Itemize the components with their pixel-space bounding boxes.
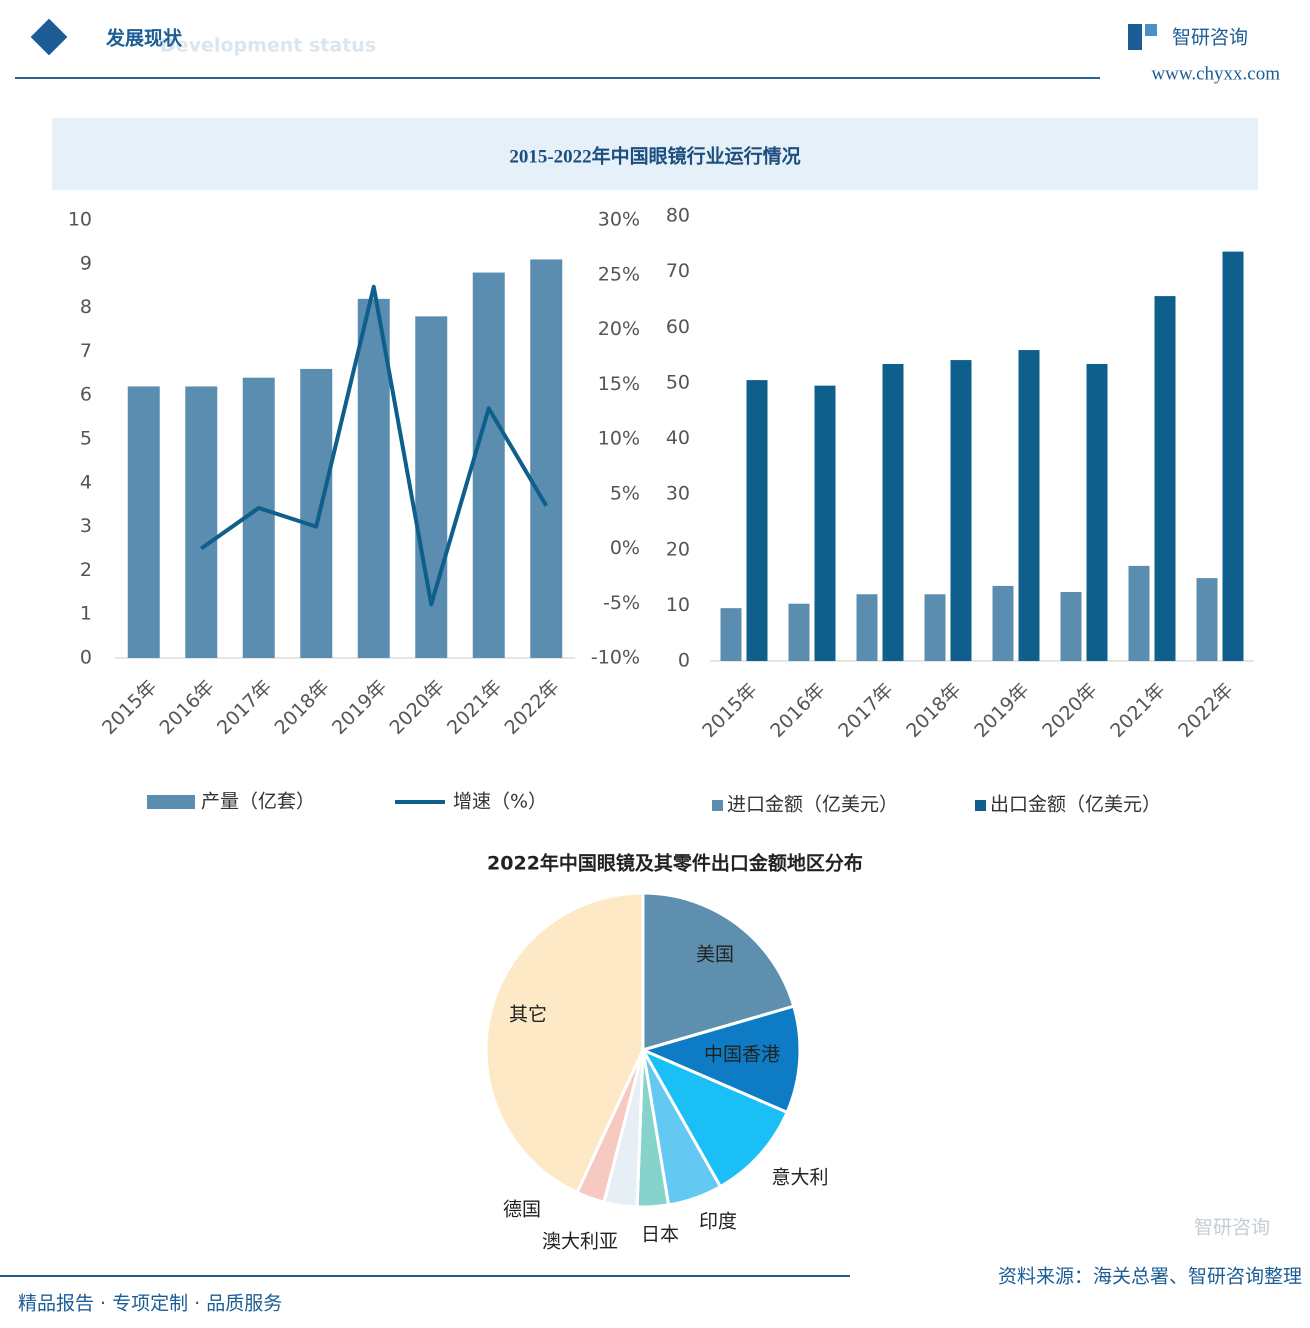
bar [1196,578,1218,661]
y2-tick-label: 25% [598,263,640,285]
pie-slice [484,891,645,1195]
pie-label: 印度 [699,1211,737,1233]
legend-label: 进口金额（亿美元） [727,794,898,816]
bar [788,603,810,661]
y-tick-label: 40 [666,427,690,449]
pie-slice [639,1046,790,1189]
y-tick-label: 30 [666,483,690,505]
legend-swatch [712,800,723,811]
logo-icon [1128,24,1142,50]
y-tick-label: 0 [80,647,92,669]
y-tick-label: 7 [80,340,92,362]
pie-label: 日本 [641,1224,679,1246]
legend-swatch [147,795,195,809]
bar [1018,350,1040,661]
bar [1086,363,1108,661]
pie-slice [641,891,796,1052]
section-title: 2015-2022年中国眼镜行业运行情况 [509,144,800,167]
bar [1128,565,1150,661]
bar [127,386,160,658]
pie-title: 2022年中国眼镜及其零件出口金额地区分布 [487,852,863,875]
bar [472,272,505,658]
y-tick-label: 3 [80,515,92,537]
header-subtitle: Development status [160,35,376,57]
website: www.chyxx.com [1151,63,1280,84]
bar [1222,251,1244,661]
y2-tick-label: 20% [598,318,640,340]
logo-icon [1145,24,1157,36]
y-tick-label: 10 [68,209,92,231]
bar [415,316,448,658]
legend-label: 产量（亿套） [201,791,315,813]
bar [882,363,904,661]
bar [185,386,218,658]
y-tick-label: 9 [80,252,92,274]
y-tick-label: 0 [678,650,690,672]
footer-slogan: 精品报告 · 专项定制 · 品质服务 [18,1293,282,1315]
y-tick-label: 80 [666,205,690,227]
banner [52,118,1258,190]
source: 资料来源：海关总署、智研咨询整理 [998,1266,1302,1288]
y-tick-label: 70 [666,260,690,282]
pie-slice [638,1004,802,1115]
bar [856,594,878,661]
bar [357,298,390,658]
y-tick-label: 1 [80,603,92,625]
y2-tick-label: -10% [591,647,640,669]
bar [950,360,972,661]
bar [1060,592,1082,661]
y-tick-label: 50 [666,371,690,393]
bar [746,380,768,661]
y2-tick-label: 10% [598,428,640,450]
bar [1154,296,1176,661]
y2-tick-label: 15% [598,373,640,395]
y-tick-label: 8 [80,296,92,318]
pie-label: 意大利 [771,1167,828,1189]
legend-label: 出口金额（亿美元） [990,794,1161,816]
pie-label: 德国 [503,1199,541,1221]
y-tick-label: 20 [666,538,690,560]
bar [530,259,563,658]
legend-label: 增速（%） [453,791,547,813]
y-tick-label: 10 [666,594,690,616]
y-tick-label: 5 [80,428,92,450]
y2-tick-label: 5% [610,482,640,504]
bar [814,385,836,661]
pie-label: 美国 [696,944,734,966]
logo-text: 智研咨询 [1172,27,1248,49]
y2-tick-label: 0% [610,537,640,559]
bar [924,594,946,661]
y-tick-label: 60 [666,316,690,338]
y-tick-label: 2 [80,559,92,581]
header-icon [30,18,68,56]
pie-label: 中国香港 [704,1044,780,1066]
bar [992,585,1014,661]
y-tick-label: 4 [80,471,92,493]
bar [300,368,333,658]
legend-swatch [975,800,986,811]
pie-label: 澳大利亚 [542,1231,618,1253]
y2-tick-label: 30% [598,209,640,231]
line [200,284,548,607]
y-tick-label: 6 [80,384,92,406]
y2-tick-label: -5% [603,592,640,614]
watermark: 智研咨询 [1194,1217,1270,1239]
bar [720,608,742,661]
pie-label: 其它 [509,1004,547,1026]
header-title: 发展现状 [105,26,183,49]
